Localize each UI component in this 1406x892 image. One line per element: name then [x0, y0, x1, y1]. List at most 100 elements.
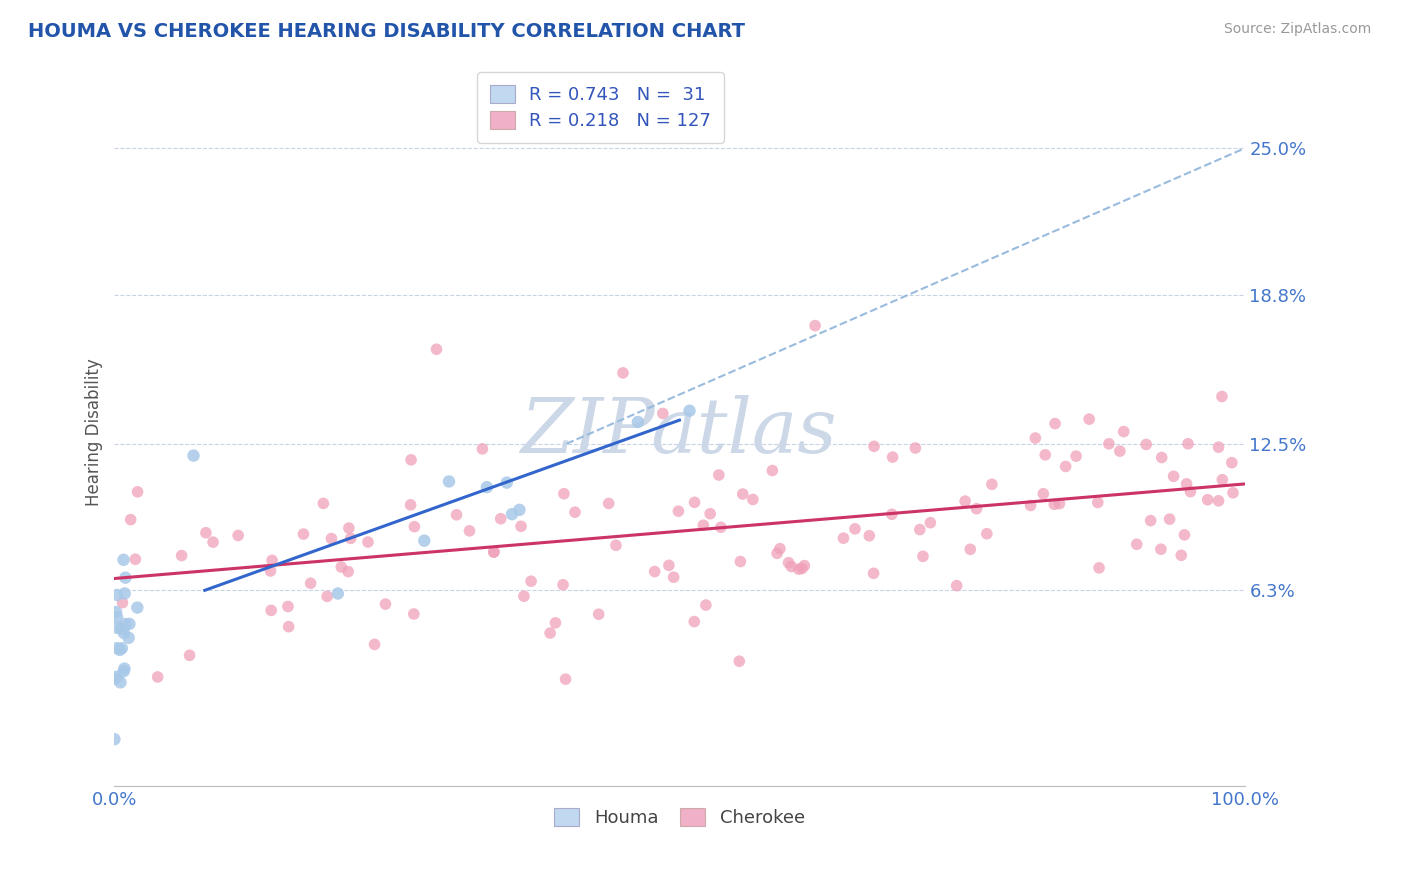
- Point: [112, 553, 135, 567]
- Point: [769, 541, 792, 556]
- Point: [787, 562, 810, 576]
- Point: [778, 556, 800, 570]
- Text: Source: ZipAtlas.com: Source: ZipAtlas.com: [1223, 22, 1371, 37]
- Point: [105, 588, 128, 602]
- Point: [1064, 449, 1087, 463]
- Point: [683, 495, 706, 509]
- Point: [710, 520, 733, 534]
- Point: [598, 496, 620, 510]
- Point: [862, 566, 884, 581]
- Point: [644, 565, 666, 579]
- Point: [110, 622, 132, 636]
- Point: [730, 555, 752, 569]
- Point: [118, 616, 141, 631]
- Point: [312, 496, 335, 510]
- Point: [103, 732, 125, 747]
- Point: [538, 626, 561, 640]
- Point: [1112, 425, 1135, 439]
- Point: [482, 545, 505, 559]
- Point: [501, 507, 523, 521]
- Point: [105, 670, 128, 684]
- Point: [337, 521, 360, 535]
- Point: [980, 477, 1002, 491]
- Point: [1208, 493, 1230, 508]
- Point: [662, 570, 685, 584]
- Point: [363, 637, 385, 651]
- Point: [259, 564, 281, 578]
- Point: [1180, 484, 1202, 499]
- Point: [425, 343, 447, 357]
- Point: [292, 527, 315, 541]
- Point: [399, 498, 422, 512]
- Point: [179, 648, 201, 663]
- Point: [337, 565, 360, 579]
- Point: [114, 586, 136, 600]
- Point: [471, 442, 494, 456]
- Point: [1211, 390, 1233, 404]
- Point: [551, 578, 574, 592]
- Point: [112, 626, 135, 640]
- Point: [588, 607, 610, 622]
- Point: [658, 558, 681, 573]
- Point: [489, 512, 512, 526]
- Text: ZIPatlas: ZIPatlas: [522, 395, 838, 469]
- Point: [1170, 549, 1192, 563]
- Point: [959, 542, 981, 557]
- Point: [683, 615, 706, 629]
- Point: [120, 512, 142, 526]
- Point: [277, 620, 299, 634]
- Point: [1211, 473, 1233, 487]
- Point: [1175, 476, 1198, 491]
- Point: [1220, 456, 1243, 470]
- Point: [731, 487, 754, 501]
- Point: [1033, 448, 1056, 462]
- Point: [513, 589, 536, 603]
- Point: [678, 403, 700, 417]
- Point: [863, 439, 886, 453]
- Point: [170, 549, 193, 563]
- Point: [554, 672, 576, 686]
- Point: [844, 522, 866, 536]
- Point: [1208, 440, 1230, 454]
- Point: [508, 503, 530, 517]
- Point: [446, 508, 468, 522]
- Point: [1032, 487, 1054, 501]
- Point: [114, 662, 136, 676]
- Point: [793, 558, 815, 573]
- Point: [127, 484, 149, 499]
- Point: [194, 525, 217, 540]
- Point: [299, 576, 322, 591]
- Point: [475, 480, 498, 494]
- Point: [402, 607, 425, 621]
- Point: [127, 600, 149, 615]
- Point: [627, 415, 650, 429]
- Point: [326, 586, 349, 600]
- Point: [1019, 499, 1042, 513]
- Point: [544, 615, 567, 630]
- Point: [321, 532, 343, 546]
- Point: [976, 526, 998, 541]
- Point: [707, 468, 730, 483]
- Point: [260, 603, 283, 617]
- Legend: Houma, Cherokee: Houma, Cherokee: [547, 800, 813, 834]
- Point: [612, 366, 634, 380]
- Point: [699, 507, 721, 521]
- Point: [1150, 542, 1173, 557]
- Point: [105, 641, 128, 656]
- Point: [1159, 512, 1181, 526]
- Point: [945, 579, 967, 593]
- Point: [1043, 417, 1066, 431]
- Point: [146, 670, 169, 684]
- Point: [202, 535, 225, 549]
- Point: [316, 590, 339, 604]
- Point: [651, 407, 673, 421]
- Point: [1150, 450, 1173, 465]
- Point: [1108, 444, 1130, 458]
- Point: [966, 501, 988, 516]
- Point: [226, 528, 249, 542]
- Point: [399, 452, 422, 467]
- Point: [111, 596, 134, 610]
- Point: [108, 642, 131, 657]
- Point: [183, 449, 205, 463]
- Point: [124, 552, 146, 566]
